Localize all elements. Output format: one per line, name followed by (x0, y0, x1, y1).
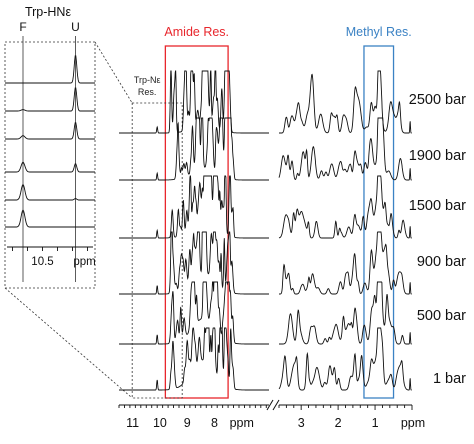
series-label: 2500 bar (409, 92, 466, 108)
zoom-line-top (94, 41, 133, 104)
axis-break-mark (266, 399, 274, 411)
spectrum-trace-left (119, 281, 269, 345)
peak-label-u: U (71, 20, 80, 34)
amide-region-label: Amide Res. (164, 25, 229, 39)
trp-region-box (131, 102, 183, 399)
axis-break-mark (272, 399, 280, 411)
inset-tick-label: 10.5 (31, 256, 53, 268)
spectrum-trace-left (119, 117, 269, 181)
spectrum-trace-right (279, 281, 412, 345)
axis-tick-label: 2 (335, 416, 342, 430)
spectrum-trace-right (278, 327, 412, 391)
spectrum-trace-left (119, 326, 269, 391)
trp-region-label: Res. (138, 87, 157, 97)
methyl-region-label: Methyl Res. (346, 25, 412, 39)
series-label: 500 bar (417, 308, 466, 324)
x-axis: 11 10 9 8 3 2 1 ppm ppm (118, 399, 425, 430)
spectra-group: 2500 bar 1900 bar 1500 bar 900 bar 500 bar 1 … (119, 70, 466, 391)
axis-tick-label: 3 (298, 416, 305, 430)
inset-trace (5, 122, 95, 140)
spectrum-trace-right (278, 117, 412, 181)
axis-tick-label: 8 (211, 416, 218, 430)
axis-tick-label: 9 (184, 416, 191, 430)
methyl-region-box (363, 45, 395, 399)
axis-label-left: ppm (230, 416, 254, 430)
series-label: 1 bar (433, 371, 466, 387)
spectrum-trace-right (279, 231, 412, 295)
spectrum-trace-left (119, 175, 269, 239)
axis-tick-label: 1 (372, 416, 379, 430)
spectrum-trace-right (279, 70, 412, 134)
inset-trace (5, 87, 95, 112)
axis-tick-label: 10 (153, 416, 167, 430)
series-label: 900 bar (417, 254, 466, 270)
inset-title: Trp-HNε (25, 5, 72, 19)
trp-region-label: Trp-Nε (134, 75, 161, 85)
zoom-connector-lines (4, 41, 133, 399)
peak-label-f: F (19, 20, 26, 34)
spectrum-trace-left (119, 70, 269, 134)
inset-frame (4, 41, 96, 289)
inset-axis-label: ppm (73, 256, 95, 268)
series-label: 1500 bar (409, 198, 466, 214)
spectrum-trace-right (278, 175, 412, 239)
inset-trace (5, 161, 95, 173)
axis-label-right: ppm (401, 416, 425, 430)
zoom-line-bottom (4, 287, 133, 399)
region-boxes: Amide Res. Methyl Res. Trp-Nε Res. (131, 25, 412, 399)
inset-trace (5, 55, 95, 84)
spectrum-trace-left (119, 231, 269, 295)
inset-trace (5, 209, 95, 228)
inset-trace (5, 183, 95, 201)
axis-tick-label: 11 (126, 416, 139, 430)
series-label: 1900 bar (409, 148, 466, 164)
